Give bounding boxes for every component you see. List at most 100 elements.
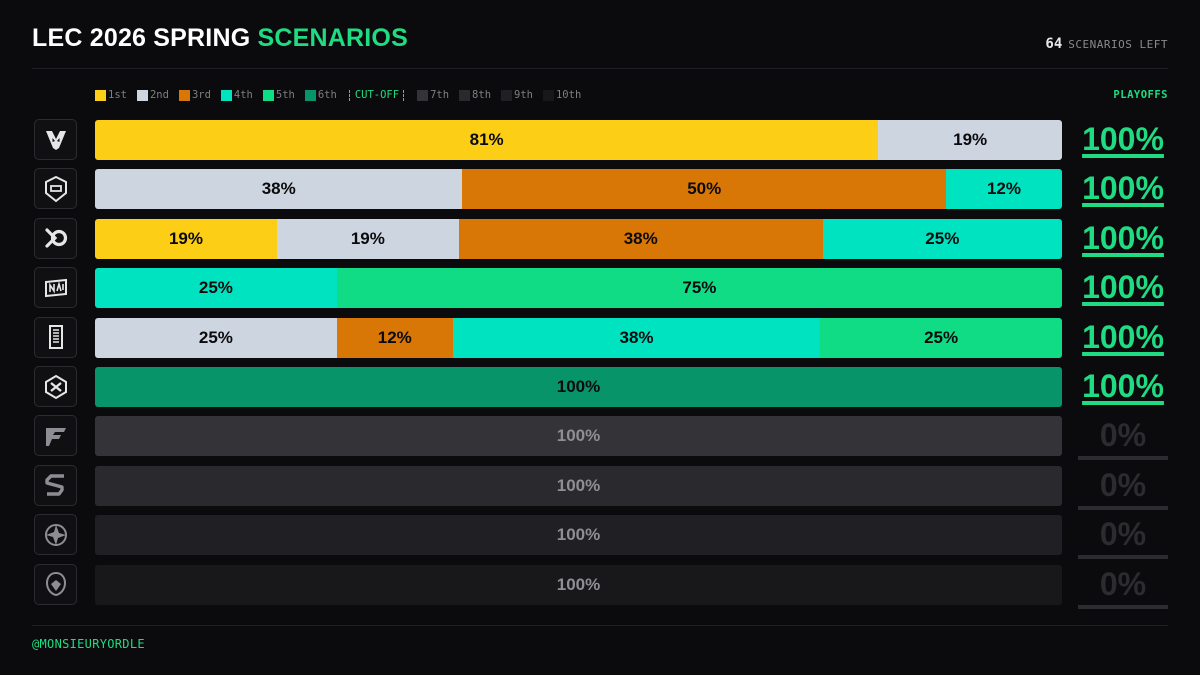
legend-label-5th: 5th <box>275 89 295 101</box>
legend-label-7th: 7th <box>430 89 450 101</box>
legend-label-8th: 8th <box>472 89 492 101</box>
bar-segment-2nd: 25% <box>95 317 337 358</box>
playoff-probability: 100% <box>1082 121 1164 157</box>
team-row: 100% 0% <box>0 563 1200 609</box>
legend-swatch-1st <box>95 89 106 101</box>
title-accent: SCENARIOS <box>257 24 408 52</box>
stacked-bar: 19% 19% 38% 25% <box>95 218 1062 259</box>
team-row: 100% 0% <box>0 415 1200 461</box>
stacked-bar: 38% 50% 12% <box>95 169 1062 210</box>
bar-segment-6th: 100% <box>95 367 1062 407</box>
bar-segment-3rd: 38% <box>458 218 823 259</box>
scenarios-count: 64 <box>1045 36 1063 52</box>
legend-swatch-3rd <box>178 89 190 101</box>
karmine-corp-logo-icon <box>34 217 77 259</box>
legend-swatch-2nd <box>136 89 148 101</box>
bar-segment-7th: 100% <box>95 416 1062 457</box>
playoff-probability: 100% <box>1082 318 1164 355</box>
team-row: 100% 0% <box>0 464 1200 510</box>
legend-swatch-6th <box>304 89 316 101</box>
stacked-bar: 100% <box>95 465 1062 506</box>
footer-handle: @MONSIEURYORDLE <box>32 637 145 651</box>
stacked-bar: 25% 75% <box>95 268 1062 309</box>
playoffs-header: PLAYOFFS <box>1113 89 1168 101</box>
legend-swatch-5th <box>262 89 274 101</box>
team-heretics-logo-icon <box>34 514 77 556</box>
giantx-logo-icon <box>34 366 77 407</box>
playoff-probability: 100% <box>1082 170 1164 207</box>
bar-segment-4th: 38% <box>452 317 821 358</box>
page-title: LEC 2026 SPRING SCENARIOS <box>32 24 408 53</box>
legend-label-1st: 1st <box>108 89 127 101</box>
bar-segment-1st: 19% <box>95 218 277 259</box>
fnatic-logo-icon <box>34 415 77 457</box>
team-row: 25% 12% 38% 25% 100% <box>0 316 1200 359</box>
legend-item-6th: 6th <box>304 89 337 101</box>
vitality-logo-icon <box>34 119 77 160</box>
team-row: 81% 19% 100% <box>0 119 1200 161</box>
stacked-bar: 100% <box>95 367 1062 407</box>
legend-cutoff: CUT-OFF <box>345 89 409 101</box>
bar-segment-3rd: 50% <box>462 169 946 210</box>
playoff-probability: 100% <box>1082 368 1164 404</box>
legend-cutoff-label: CUT-OFF <box>354 89 400 101</box>
shifters-logo-icon <box>34 563 77 605</box>
legend-item-7th: 7th <box>417 89 449 101</box>
stacked-bar: 81% 19% <box>95 120 1062 160</box>
bar-segment-3rd: 12% <box>336 317 453 358</box>
navi-logo-icon <box>34 267 77 309</box>
legend-item-9th: 9th <box>501 89 533 101</box>
legend-item-3rd: 3rd <box>178 89 211 101</box>
playoff-probability: 0% <box>1078 466 1168 510</box>
scenarios-label: SCENARIOS LEFT <box>1068 38 1168 51</box>
playoff-probability: 0% <box>1078 515 1168 560</box>
playoff-probability: 100% <box>1082 219 1164 256</box>
legend-label-6th: 6th <box>317 89 337 101</box>
g2-logo-icon <box>34 168 77 210</box>
header: LEC 2026 SPRING SCENARIOS 64 SCENARIOS LE… <box>32 24 1168 56</box>
legend-label-9th: 9th <box>514 89 533 101</box>
legend-label-10th: 10th <box>555 89 582 101</box>
bar-segment-9th: 100% <box>95 515 1062 556</box>
legend-swatch-10th <box>542 89 554 101</box>
legend-swatch-4th <box>220 89 232 101</box>
title-main: LEC 2026 SPRING <box>32 24 251 52</box>
legend: 1st 2nd 3rd 4th 5th 6th CUT-OFF 7th 8th 9th 10th <box>95 88 591 102</box>
bar-segment-2nd: 19% <box>878 120 1062 160</box>
bar-segment-2nd: 19% <box>276 218 459 259</box>
bar-segment-1st: 81% <box>95 120 879 160</box>
header-divider <box>32 68 1168 69</box>
bar-segment-4th: 12% <box>945 169 1062 210</box>
legend-swatch-7th <box>417 89 429 101</box>
team-row: 38% 50% 12% 100% <box>0 168 1200 210</box>
bar-segment-8th: 100% <box>95 465 1062 506</box>
team-row: 100% 0% <box>0 514 1200 560</box>
legend-item-5th: 5th <box>262 89 295 101</box>
footer-divider <box>32 625 1168 626</box>
stacked-bar: 25% 12% 38% 25% <box>95 317 1062 358</box>
legend-label-3rd: 3rd <box>191 89 211 101</box>
legend-item-2nd: 2nd <box>136 89 169 101</box>
legend-item-4th: 4th <box>220 89 253 101</box>
bar-segment-4th: 25% <box>822 218 1062 259</box>
movistar-koi-logo-icon <box>34 316 77 358</box>
legend-item-8th: 8th <box>459 89 491 101</box>
bar-segment-4th: 25% <box>95 268 337 309</box>
bar-segment-10th: 100% <box>95 564 1062 605</box>
scenarios-left: 64 SCENARIOS LEFT <box>1045 33 1168 52</box>
legend-label-4th: 4th <box>233 89 253 101</box>
stacked-bar: 100% <box>95 564 1062 605</box>
stacked-bar: 100% <box>95 416 1062 457</box>
team-row: 19% 19% 38% 25% 100% <box>0 217 1200 260</box>
bar-segment-5th: 75% <box>336 268 1062 309</box>
legend-item-10th: 10th <box>542 89 582 101</box>
team-row: 25% 75% 100% <box>0 267 1200 309</box>
legend-label-2nd: 2nd <box>149 89 169 101</box>
legend-item-1st: 1st <box>95 89 127 101</box>
stacked-bar: 100% <box>95 515 1062 556</box>
sk-gaming-logo-icon <box>34 464 77 506</box>
legend-swatch-8th <box>459 89 471 101</box>
playoff-probability: 0% <box>1078 565 1168 609</box>
playoff-probability: 100% <box>1082 269 1164 306</box>
bar-segment-2nd: 38% <box>95 169 463 210</box>
